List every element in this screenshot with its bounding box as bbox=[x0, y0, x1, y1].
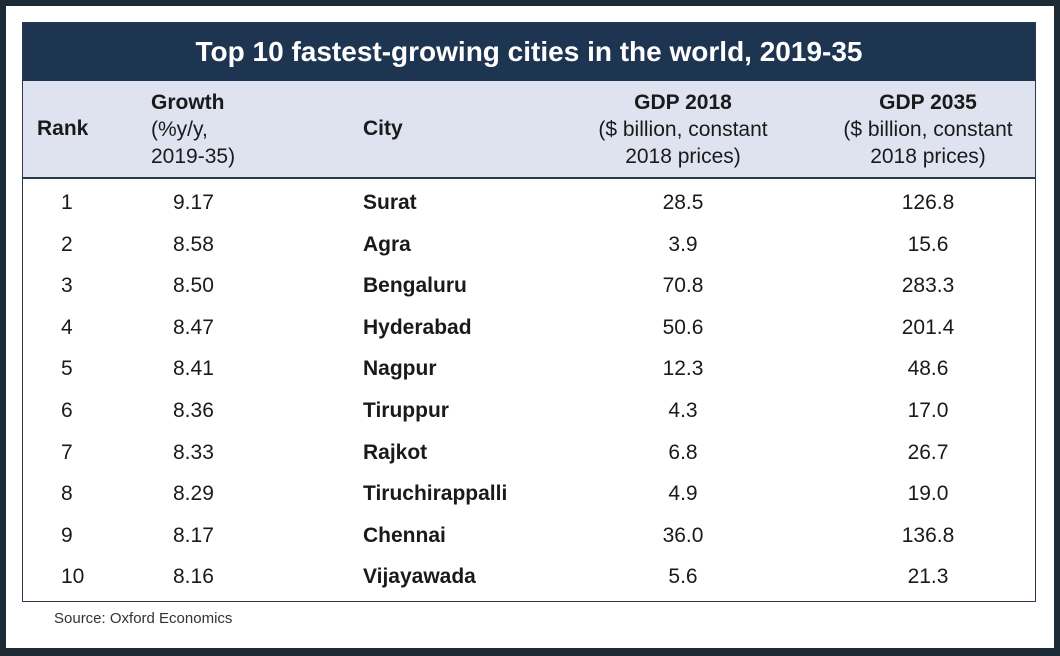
table-row: 1 9.17 Surat 28.5 126.8 bbox=[23, 182, 1035, 224]
table-row: 2 8.58 Agra 3.9 15.6 bbox=[23, 224, 1035, 266]
cell-rank: 9 bbox=[61, 523, 73, 547]
cell-growth: 8.36 bbox=[173, 398, 214, 422]
cell-gdp-2035: 201.4 bbox=[901, 315, 955, 339]
cell-gdp-2018: 6.8 bbox=[668, 440, 698, 464]
cell-rank: 7 bbox=[61, 440, 73, 464]
cell-gdp-2018: 36.0 bbox=[662, 523, 704, 547]
header-rank-label: Rank bbox=[37, 117, 89, 140]
cell-growth: 8.58 bbox=[173, 232, 214, 256]
cell-growth: 8.33 bbox=[173, 440, 214, 464]
document-page: Top 10 fastest-growing cities in the wor… bbox=[6, 6, 1054, 648]
header-city: City bbox=[363, 81, 403, 177]
cell-city: Chennai bbox=[363, 523, 446, 547]
cell-growth: 8.47 bbox=[173, 315, 214, 339]
cell-city: Tiruchirappalli bbox=[363, 482, 508, 506]
header-gdp-2035-title: GDP 2035 bbox=[879, 90, 977, 114]
table-row: 5 8.41 Nagpur 12.3 48.6 bbox=[23, 348, 1035, 390]
cell-gdp-2035: 126.8 bbox=[901, 191, 955, 214]
cell-gdp-2035: 15.6 bbox=[907, 232, 949, 256]
cell-gdp-2035: 136.8 bbox=[901, 523, 955, 547]
cell-gdp-2018: 4.9 bbox=[668, 482, 698, 506]
cell-city: Nagpur bbox=[363, 357, 437, 381]
table-header-row: Rank Growth (%y/y, 2019-35) City GDP 201… bbox=[23, 81, 1035, 179]
table-title: Top 10 fastest-growing cities in the wor… bbox=[23, 23, 1035, 81]
cell-growth: 9.17 bbox=[173, 191, 214, 214]
cell-city: Rajkot bbox=[363, 440, 428, 464]
table-row: 3 8.50 Bengaluru 70.8 283.3 bbox=[23, 265, 1035, 307]
cell-gdp-2018: 4.3 bbox=[668, 398, 698, 422]
cell-city: Tiruppur bbox=[363, 398, 449, 422]
table-body: 1 9.17 Surat 28.5 126.8 2 8.58 Agra 3.9 … bbox=[23, 182, 1035, 598]
header-gdp-2018: GDP 2018 ($ billion, constant 2018 price… bbox=[553, 81, 813, 177]
cell-gdp-2018: 70.8 bbox=[662, 274, 704, 298]
cell-gdp-2018: 28.5 bbox=[662, 191, 704, 214]
table-row: 8 8.29 Tiruchirappalli 4.9 19.0 bbox=[23, 473, 1035, 515]
cell-gdp-2035: 21.3 bbox=[907, 565, 949, 589]
cell-city: Agra bbox=[363, 232, 411, 256]
table-row: 7 8.33 Rajkot 6.8 26.7 bbox=[23, 432, 1035, 474]
cell-rank: 5 bbox=[61, 357, 73, 381]
header-gdp-2018-prices: 2018 prices) bbox=[625, 144, 741, 168]
cell-growth: 8.41 bbox=[173, 357, 214, 381]
cell-growth: 8.16 bbox=[173, 565, 214, 589]
header-city-label: City bbox=[363, 117, 403, 140]
cell-city: Hyderabad bbox=[363, 315, 472, 339]
cell-city: Vijayawada bbox=[363, 565, 476, 589]
cell-city: Bengaluru bbox=[363, 274, 467, 298]
cell-rank: 6 bbox=[61, 398, 73, 422]
cell-rank: 4 bbox=[61, 315, 73, 339]
cities-table: Top 10 fastest-growing cities in the wor… bbox=[22, 22, 1036, 602]
header-growth-period: 2019-35) bbox=[151, 144, 236, 168]
cell-gdp-2035: 48.6 bbox=[907, 357, 949, 381]
cell-growth: 8.17 bbox=[173, 523, 214, 547]
header-growth-title: Growth bbox=[151, 90, 225, 114]
header-gdp-2035-unit: ($ billion, constant bbox=[843, 117, 1013, 141]
cell-gdp-2035: 17.0 bbox=[907, 398, 949, 422]
cell-rank: 10 bbox=[61, 565, 85, 589]
cell-gdp-2018: 5.6 bbox=[668, 565, 698, 589]
cell-growth: 8.50 bbox=[173, 274, 214, 298]
cell-gdp-2035: 283.3 bbox=[901, 274, 955, 298]
header-gdp-2018-unit: ($ billion, constant bbox=[598, 117, 768, 141]
header-rank: Rank bbox=[37, 81, 88, 177]
source-note: Source: Oxford Economics bbox=[54, 610, 233, 627]
cell-gdp-2035: 19.0 bbox=[907, 482, 949, 506]
table-row: 6 8.36 Tiruppur 4.3 17.0 bbox=[23, 390, 1035, 432]
cell-rank: 3 bbox=[61, 274, 73, 298]
header-gdp-2035-prices: 2018 prices) bbox=[870, 144, 986, 168]
cell-rank: 2 bbox=[61, 232, 73, 256]
cell-gdp-2018: 12.3 bbox=[662, 357, 704, 381]
table-row: 4 8.47 Hyderabad 50.6 201.4 bbox=[23, 307, 1035, 349]
cell-gdp-2018: 3.9 bbox=[668, 232, 698, 256]
cell-city: Surat bbox=[363, 191, 417, 214]
table-row: 9 8.17 Chennai 36.0 136.8 bbox=[23, 515, 1035, 557]
header-growth-unit: (%y/y, bbox=[151, 117, 208, 141]
cell-rank: 1 bbox=[61, 191, 73, 214]
cell-growth: 8.29 bbox=[173, 482, 214, 506]
cell-gdp-2035: 26.7 bbox=[907, 440, 949, 464]
header-gdp-2018-title: GDP 2018 bbox=[634, 90, 732, 114]
header-growth: Growth (%y/y, 2019-35) bbox=[151, 81, 235, 177]
cell-rank: 8 bbox=[61, 482, 73, 506]
cell-gdp-2018: 50.6 bbox=[662, 315, 704, 339]
table-row: 10 8.16 Vijayawada 5.6 21.3 bbox=[23, 556, 1035, 598]
header-gdp-2035: GDP 2035 ($ billion, constant 2018 price… bbox=[798, 81, 1058, 177]
